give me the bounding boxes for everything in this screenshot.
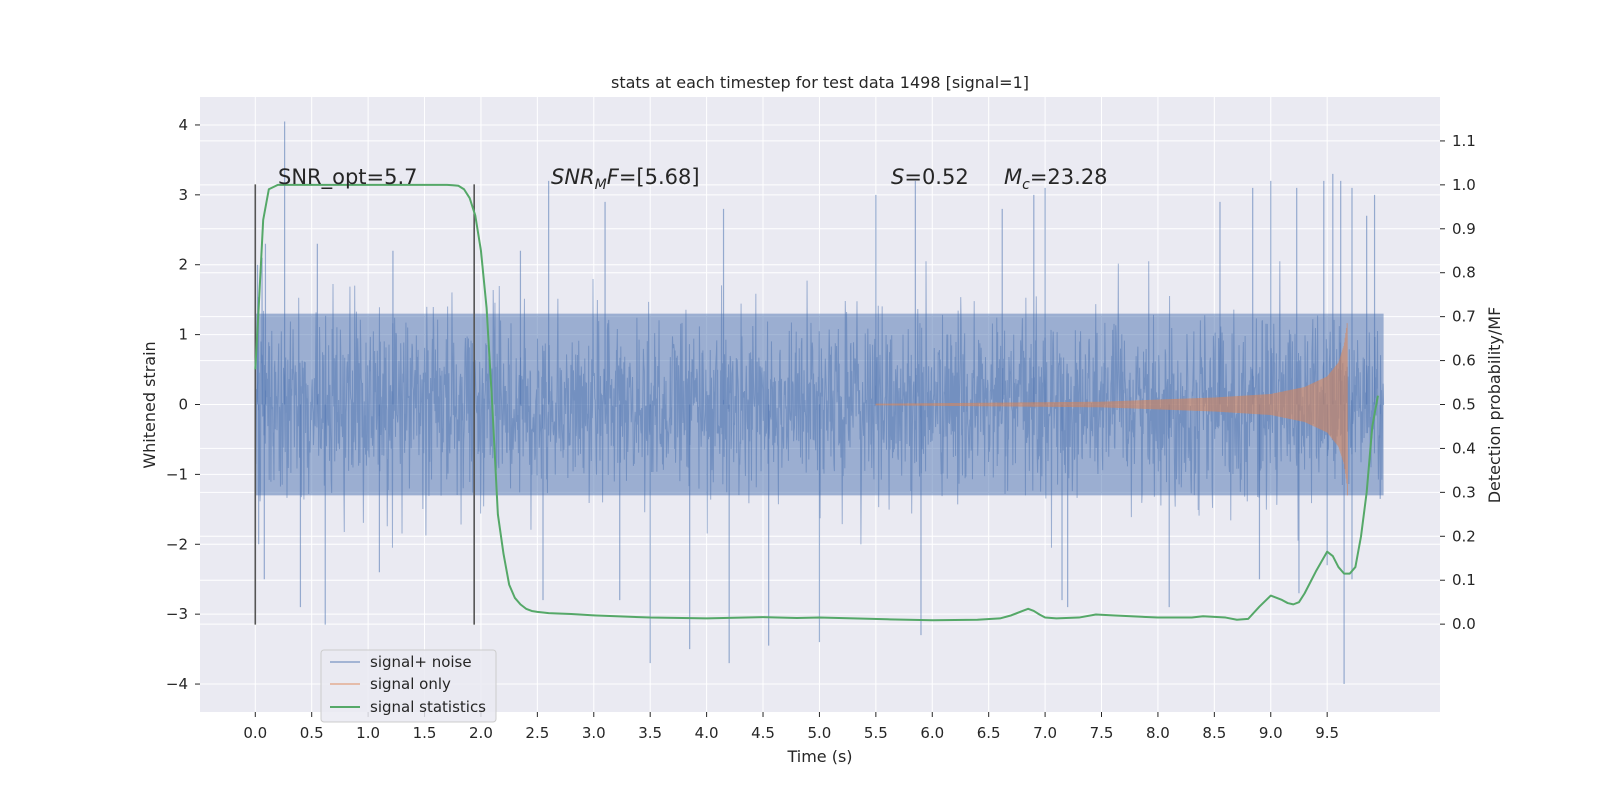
- x-tick-label-6: 3.0: [582, 724, 606, 742]
- y-tick-label-2: −2: [166, 535, 188, 553]
- y-ticks: −4 −3 −2 −1 0 1 2 3 4: [166, 116, 200, 693]
- x-ticks: 0.0 0.5 1.0 1.5 2.0 2.5 3.0 3.5 4.0 4.5 5.0 5.5 6.0 6…: [243, 712, 1339, 742]
- x-tick-label-11: 5.5: [864, 724, 888, 742]
- vertical-lines: [254, 184, 475, 625]
- x-tick-label-10: 5.0: [808, 724, 832, 742]
- y2-tick-label-6: 0.6: [1452, 352, 1476, 370]
- series-signal-only: [875, 323, 1348, 496]
- y2-tick-label-4: 0.4: [1452, 439, 1476, 457]
- x-tick-label-12: 6.0: [920, 724, 944, 742]
- y-tick-label-5: 1: [178, 326, 188, 344]
- x-tick-label-15: 7.5: [1090, 724, 1114, 742]
- y2-tick-label-0: 0.0: [1452, 615, 1476, 633]
- y2-axis-label: Detection probability/MF: [1485, 307, 1504, 504]
- series-signal-statistics: [254, 183, 1379, 622]
- x-tick-label-1: 0.5: [300, 724, 324, 742]
- y2-tick-label-11: 1.1: [1452, 132, 1476, 150]
- annotation-snr-mf-value: =[5.68]: [619, 165, 700, 189]
- annotation-snr-mf: SNRMF=[5.68]: [551, 165, 700, 193]
- y-tick-label-0: −4: [166, 675, 188, 693]
- annotation-s: S=0.52: [891, 165, 969, 189]
- legend-label-signal-noise: signal+ noise: [370, 653, 472, 671]
- chart-title: stats at each timestep for test data 149…: [611, 73, 1029, 92]
- y-tick-label-3: −1: [166, 465, 188, 483]
- x-tick-label-13: 6.5: [977, 724, 1001, 742]
- x-tick-label-14: 7.0: [1033, 724, 1057, 742]
- annotation-s-value: =0.52: [904, 165, 968, 189]
- x-tick-label-17: 8.5: [1202, 724, 1226, 742]
- x-tick-label-7: 3.5: [638, 724, 662, 742]
- y2-ticks: 0.0 0.1 0.2 0.3 0.4 0.5 0.6 0.7 0.8 0.9 1.0 1.1: [1440, 132, 1476, 633]
- signal-statistics-line: [254, 183, 1379, 622]
- y2-tick-label-2: 0.2: [1452, 527, 1476, 545]
- x-tick-label-4: 2.0: [469, 724, 493, 742]
- y-tick-label-8: 4: [178, 116, 188, 134]
- annotation-snr-mf-sub: M: [595, 177, 607, 193]
- annotation-mc-sub: c: [1022, 177, 1030, 193]
- annotation-s-symbol: S: [891, 165, 904, 189]
- x-tick-label-2: 1.0: [356, 724, 380, 742]
- annotation-mc-value: =23.28: [1030, 165, 1108, 189]
- y2-tick-label-7: 0.7: [1452, 308, 1476, 326]
- signal-only-trace: [875, 323, 1348, 496]
- y-axis-label: Whitened strain: [140, 341, 159, 468]
- annotation-mc: Mc=23.28: [1004, 165, 1108, 193]
- x-tick-label-0: 0.0: [243, 724, 267, 742]
- y2-tick-label-8: 0.8: [1452, 264, 1476, 282]
- legend-box: [320, 649, 497, 723]
- x-tick-label-18: 9.0: [1259, 724, 1283, 742]
- x-tick-label-19: 9.5: [1315, 724, 1339, 742]
- x-axis-label: Time (s): [786, 747, 852, 766]
- y2-tick-label-1: 0.1: [1452, 571, 1476, 589]
- annotation-mc-symbol: M: [1004, 165, 1022, 189]
- x-tick-label-9: 4.5: [751, 724, 775, 742]
- y2-tick-label-5: 0.5: [1452, 396, 1476, 414]
- y-tick-label-4: 0: [178, 396, 188, 414]
- x-tick-label-3: 1.5: [413, 724, 437, 742]
- legend-label-signal-only: signal only: [370, 675, 451, 693]
- y2-tick-label-10: 1.0: [1452, 176, 1476, 194]
- legend: signal+ noise signal only signal statist…: [320, 649, 497, 723]
- x-tick-label-5: 2.5: [525, 724, 549, 742]
- x-tick-label-8: 4.0: [695, 724, 719, 742]
- y2-tick-label-3: 0.3: [1452, 483, 1476, 501]
- y-tick-label-6: 2: [178, 256, 188, 274]
- x-tick-label-16: 8.0: [1146, 724, 1170, 742]
- y-tick-label-1: −3: [166, 605, 188, 623]
- legend-label-signal-statistics: signal statistics: [370, 698, 486, 716]
- annotation-snr-opt: SNR_opt=5.7: [278, 165, 418, 190]
- annotation-snr-mf-f: F: [607, 165, 620, 189]
- y2-tick-label-9: 0.9: [1452, 220, 1476, 238]
- y-tick-label-7: 3: [178, 186, 188, 204]
- annotation-snr-mf-main: SNR: [551, 165, 595, 189]
